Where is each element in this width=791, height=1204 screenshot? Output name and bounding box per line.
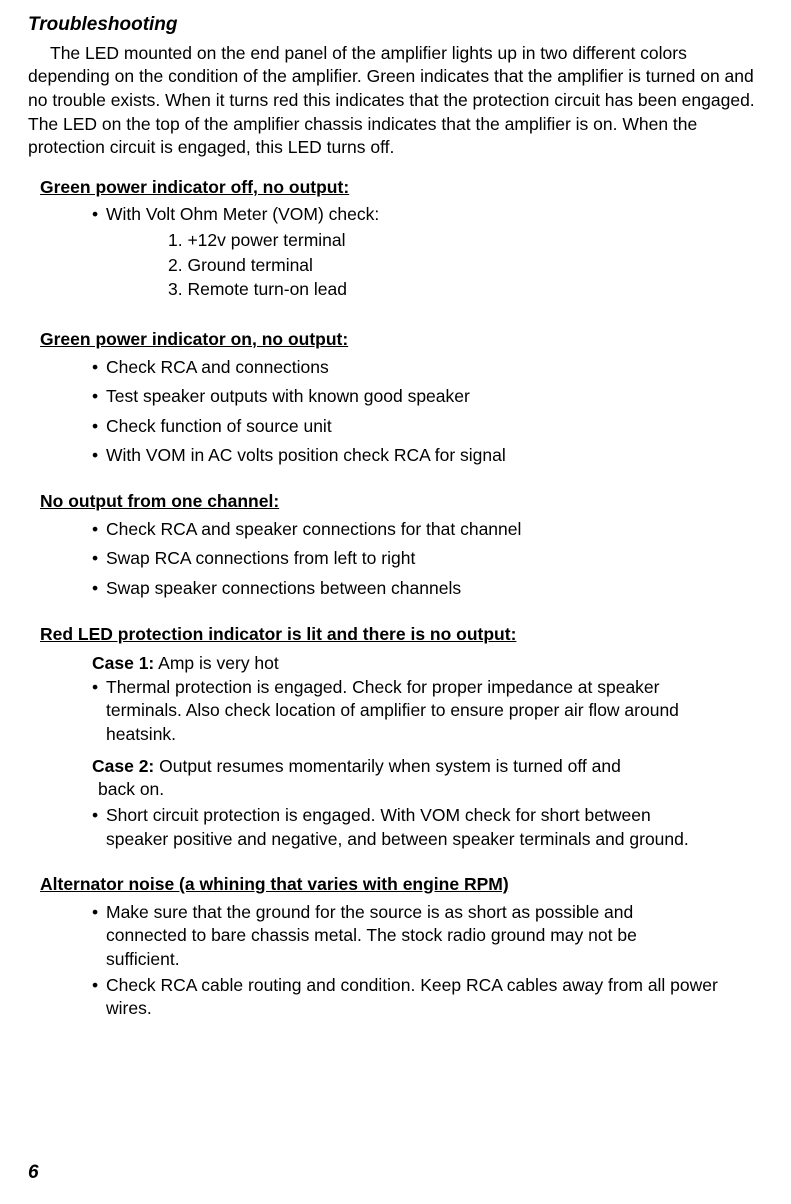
case-1-heading: Case 1: Amp is very hot <box>92 652 763 676</box>
intro-paragraph: The LED mounted on the end panel of the … <box>28 42 763 160</box>
bullet-item: Check function of source unit <box>92 415 763 439</box>
section-heading-3: No output from one channel: <box>28 490 763 514</box>
case-2-bullet-text: Short circuit protection is engaged. Wit… <box>106 805 689 849</box>
bullet-text: Make sure that the ground for the source… <box>106 902 637 969</box>
page-number: 6 <box>28 1160 39 1186</box>
bullet-item: Check RCA and connections <box>92 356 763 380</box>
case-2-label: Case 2: <box>92 756 154 776</box>
bullet-item: Swap speaker connections between channel… <box>92 577 763 601</box>
case-2-heading: Case 2: Output resumes momentarily when … <box>92 755 763 779</box>
case-1-label: Case 1: <box>92 653 154 673</box>
numbered-item: 1. +12v power terminal <box>168 229 763 253</box>
bullet-item: Short circuit protection is engaged. Wit… <box>92 804 763 851</box>
bullet-item: Swap RCA connections from left to right <box>92 547 763 571</box>
bullet-item: Thermal protection is engaged. Check for… <box>92 676 763 747</box>
bullet-item: With VOM in AC volts position check RCA … <box>92 444 763 468</box>
case-1-text: Amp is very hot <box>154 653 279 673</box>
case-2-text: Output resumes momentarily when system i… <box>154 756 621 776</box>
numbered-item: 2. Ground terminal <box>168 254 763 278</box>
case-1-bullet-text: Thermal protection is engaged. Check for… <box>106 677 679 744</box>
bullet-text: Check RCA cable routing and condition. K… <box>106 975 718 1019</box>
page-title: Troubleshooting <box>28 12 763 38</box>
numbered-item: 3. Remote turn-on lead <box>168 278 763 302</box>
bullet-item: Check RCA and speaker connections for th… <box>92 518 763 542</box>
section-heading-2: Green power indicator on, no output: <box>28 328 763 352</box>
bullet-item: Check RCA cable routing and condition. K… <box>92 974 763 1021</box>
section-heading-1: Green power indicator off, no output: <box>28 176 763 200</box>
section-heading-4: Red LED protection indicator is lit and … <box>28 623 763 647</box>
bullet-item: Test speaker outputs with known good spe… <box>92 385 763 409</box>
bullet-item: With Volt Ohm Meter (VOM) check: <box>92 203 763 227</box>
section-heading-5: Alternator noise (a whining that varies … <box>28 873 763 897</box>
case-2-text-cont: back on. <box>98 778 763 802</box>
bullet-item: Make sure that the ground for the source… <box>92 901 763 972</box>
